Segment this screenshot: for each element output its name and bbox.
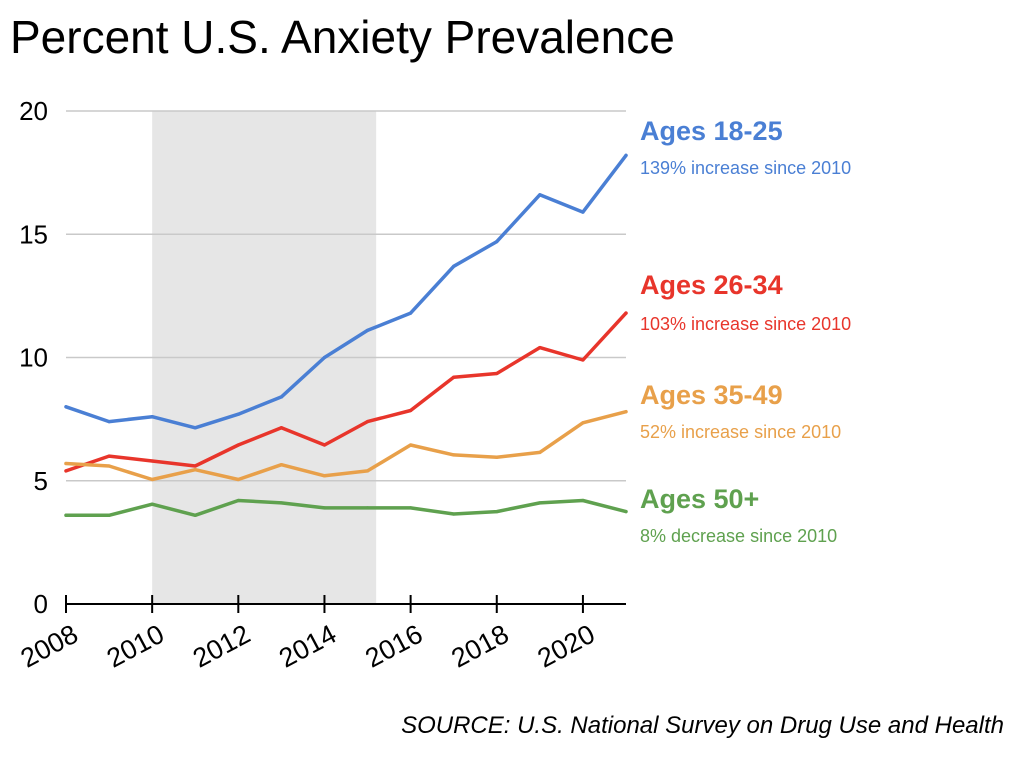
y-tick-label-15: 15 [19, 219, 48, 249]
series-layer [64, 153, 628, 518]
point-ages-18-25-2016 [409, 311, 413, 315]
point-ages-35-49-2016 [409, 443, 413, 447]
point-ages-26-34-2008 [64, 469, 68, 473]
point-ages-35-49-2015 [365, 469, 370, 473]
y-tick-label-5: 5 [34, 466, 48, 496]
point-ages-35-49-2018 [495, 455, 499, 459]
series-line-ages-18-25 [64, 153, 628, 430]
point-ages-50-plus-2008 [64, 513, 68, 517]
point-ages-50-plus-2018 [495, 509, 499, 514]
point-ages-26-34-2018 [495, 371, 499, 376]
y-tick-label-10: 10 [19, 343, 48, 373]
point-ages-50-plus-2009 [107, 513, 111, 517]
point-ages-26-34-2014 [322, 443, 327, 447]
grid-layer [66, 110, 626, 482]
y-tick-label-20: 20 [19, 96, 48, 126]
point-ages-35-49-2013 [279, 463, 283, 467]
series-line-ages-26-34 [64, 311, 628, 473]
point-ages-26-34-2016 [409, 408, 413, 413]
legend-note-ages-26-34: 103% increase since 2010 [640, 314, 852, 334]
series-line-ages-50-plus [64, 498, 628, 518]
point-ages-26-34-2011 [193, 464, 197, 468]
legend-note-ages-18-25: 139% increase since 2010 [640, 158, 852, 178]
point-ages-35-49-2010 [150, 477, 154, 482]
point-ages-35-49-2021 [624, 410, 628, 414]
x-tick-label-2010: 2010 [102, 619, 169, 674]
point-ages-18-25-2019 [538, 193, 542, 197]
point-ages-35-49-2014 [322, 474, 327, 478]
point-ages-26-34-2009 [107, 454, 111, 458]
legend-name-ages-26-34: Ages 26-34 [640, 270, 783, 300]
legend-note-ages-35-49: 52% increase since 2010 [640, 422, 842, 442]
point-ages-18-25-2013 [279, 395, 283, 399]
point-ages-18-25-2008 [64, 405, 68, 409]
x-tick-label-2008: 2008 [16, 619, 83, 674]
y-tick-label-0: 0 [34, 589, 48, 619]
point-ages-26-34-2021 [624, 311, 628, 315]
point-ages-18-25-2017 [452, 264, 456, 268]
point-ages-50-plus-2021 [624, 509, 628, 514]
legend-name-ages-35-49: Ages 35-49 [640, 380, 783, 410]
point-ages-18-25-2020 [581, 210, 585, 214]
point-ages-35-49-2012 [236, 477, 240, 482]
x-tick-label-2014: 2014 [274, 619, 341, 674]
chart-title: Percent U.S. Anxiety Prevalence [10, 11, 675, 63]
point-ages-50-plus-2017 [452, 512, 456, 516]
point-ages-35-49-2019 [538, 450, 542, 455]
point-ages-50-plus-2019 [538, 501, 542, 505]
point-ages-35-49-2020 [581, 421, 585, 425]
point-ages-18-25-2010 [150, 415, 154, 419]
series-line-ages-35-49 [64, 409, 628, 482]
legend-name-ages-18-25: Ages 18-25 [640, 116, 783, 146]
point-ages-26-34-2012 [236, 443, 240, 447]
point-ages-26-34-2010 [150, 459, 154, 463]
point-ages-50-plus-2011 [193, 513, 197, 517]
x-tick-label-2016: 2016 [360, 619, 427, 674]
point-ages-26-34-2013 [279, 426, 283, 430]
axis-layer [65, 595, 626, 613]
point-ages-26-34-2017 [452, 375, 456, 379]
point-ages-26-34-2020 [581, 358, 585, 362]
point-ages-35-49-2011 [193, 468, 197, 472]
point-ages-50-plus-2012 [236, 498, 240, 503]
point-ages-18-25-2014 [322, 355, 327, 360]
point-ages-50-plus-2020 [581, 498, 585, 503]
x-tick-label-2020: 2020 [533, 619, 600, 674]
legend-name-ages-50-plus: Ages 50+ [640, 484, 760, 514]
point-ages-50-plus-2015 [365, 506, 370, 510]
point-ages-18-25-2011 [193, 426, 197, 430]
point-ages-26-34-2015 [365, 419, 370, 424]
x-tick-label-2018: 2018 [446, 619, 513, 674]
point-ages-50-plus-2014 [322, 506, 327, 510]
point-ages-35-49-2008 [64, 461, 68, 466]
legend-note-ages-50-plus: 8% decrease since 2010 [640, 526, 838, 546]
point-ages-50-plus-2010 [150, 502, 154, 506]
point-ages-18-25-2009 [107, 419, 111, 424]
point-ages-18-25-2012 [236, 412, 240, 416]
point-ages-18-25-2018 [495, 240, 499, 244]
source-note: SOURCE: U.S. National Survey on Drug Use… [401, 712, 1004, 739]
point-ages-18-25-2021 [624, 153, 628, 157]
point-ages-50-plus-2013 [279, 501, 283, 505]
point-ages-18-25-2015 [365, 328, 370, 332]
point-ages-26-34-2019 [538, 346, 542, 350]
point-ages-35-49-2009 [107, 464, 111, 468]
point-ages-35-49-2017 [452, 453, 456, 457]
point-ages-50-plus-2016 [409, 506, 413, 510]
x-tick-label-2012: 2012 [188, 619, 255, 674]
